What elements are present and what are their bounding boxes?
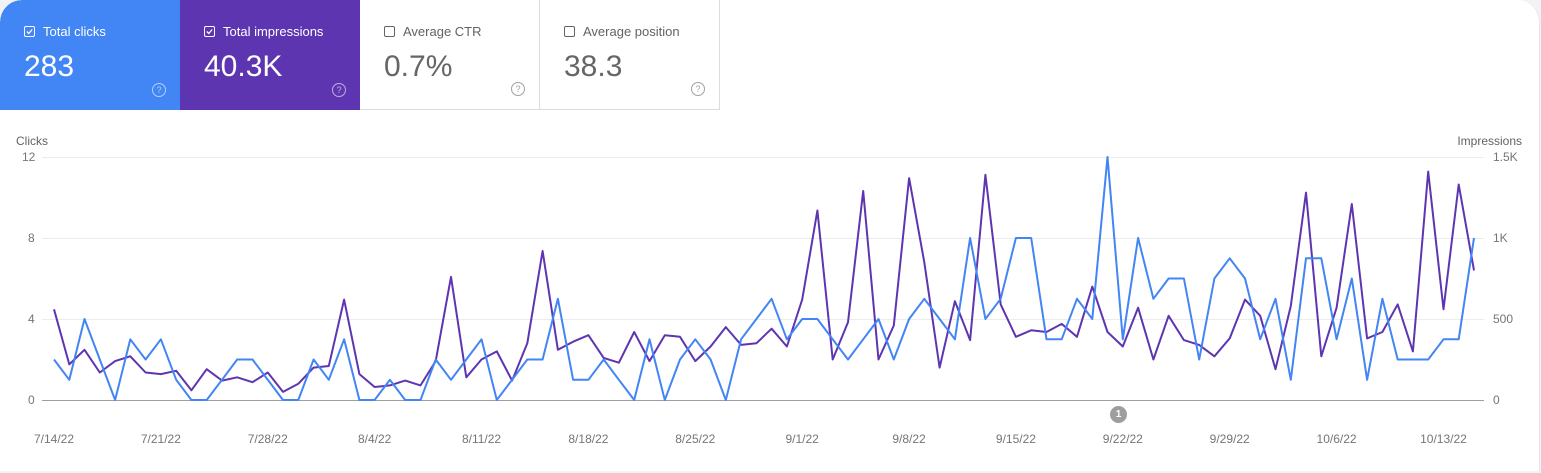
right-tick: 1.5K bbox=[1493, 150, 1518, 164]
help-icon[interactable]: ? bbox=[691, 82, 705, 96]
card-value: 283 bbox=[24, 50, 75, 83]
right-tick: 0 bbox=[1493, 393, 1500, 407]
right-axis-title: Impressions bbox=[1457, 134, 1522, 148]
card-label: Average CTR bbox=[403, 24, 482, 39]
x-tick-label: 9/22/22 bbox=[1102, 432, 1143, 446]
clicks-line bbox=[53, 156, 1475, 401]
left-tick: 0 bbox=[28, 393, 35, 407]
right-tick: 500 bbox=[1493, 312, 1514, 326]
card-label: Total clicks bbox=[43, 24, 106, 39]
x-tick-label: 8/4/22 bbox=[357, 432, 392, 446]
left-axis-title: Clicks bbox=[16, 134, 48, 148]
card-label: Total impressions bbox=[223, 24, 324, 39]
help-icon[interactable]: ? bbox=[511, 82, 525, 96]
x-tick-label: 8/11/22 bbox=[461, 432, 502, 446]
x-tick-label: 7/14/22 bbox=[33, 432, 75, 446]
x-tick-label: 7/28/22 bbox=[247, 432, 288, 446]
gridlines bbox=[42, 157, 1484, 401]
average-position-card[interactable]: Average position 38.3 ? bbox=[540, 0, 720, 110]
average-ctr-card[interactable]: Average CTR 0.7% ? bbox=[360, 0, 540, 110]
metric-cards: Total clicks 283 ? Total impressions 40.… bbox=[0, 0, 720, 110]
checkbox-unchecked-icon[interactable] bbox=[564, 26, 575, 37]
card-label: Average position bbox=[583, 24, 680, 39]
checkbox-checked-icon[interactable] bbox=[204, 26, 215, 37]
left-tick: 4 bbox=[28, 312, 35, 326]
x-tick-label: 9/1/22 bbox=[785, 432, 819, 446]
x-tick-label: 8/25/22 bbox=[675, 432, 716, 446]
help-icon[interactable]: ? bbox=[152, 83, 166, 97]
x-tick-label: 9/29/22 bbox=[1209, 432, 1250, 446]
x-tick-label: 9/8/22 bbox=[892, 432, 926, 446]
annotation-marker[interactable]: 1 bbox=[1110, 406, 1127, 423]
total-impressions-card[interactable]: Total impressions 40.3K ? bbox=[180, 0, 360, 110]
checkbox-checked-icon[interactable] bbox=[24, 26, 35, 37]
left-tick: 8 bbox=[28, 231, 35, 245]
right-tick: 1K bbox=[1493, 231, 1508, 245]
x-tick-label: 8/18/22 bbox=[568, 432, 609, 446]
x-tick-label: 10/13/22 bbox=[1420, 432, 1467, 446]
checkbox-unchecked-icon[interactable] bbox=[384, 26, 395, 37]
left-tick: 12 bbox=[22, 150, 36, 164]
help-icon[interactable]: ? bbox=[332, 83, 346, 97]
impressions-line bbox=[53, 170, 1475, 393]
x-tick-label: 9/15/22 bbox=[995, 432, 1036, 446]
x-tick-label: 10/6/22 bbox=[1316, 432, 1357, 446]
card-value: 0.7% bbox=[384, 50, 453, 83]
card-value: 40.3K bbox=[204, 50, 283, 83]
card-value: 38.3 bbox=[564, 50, 623, 83]
x-tick-label: 7/21/22 bbox=[140, 432, 181, 446]
total-clicks-card[interactable]: Total clicks 283 ? bbox=[0, 0, 180, 110]
